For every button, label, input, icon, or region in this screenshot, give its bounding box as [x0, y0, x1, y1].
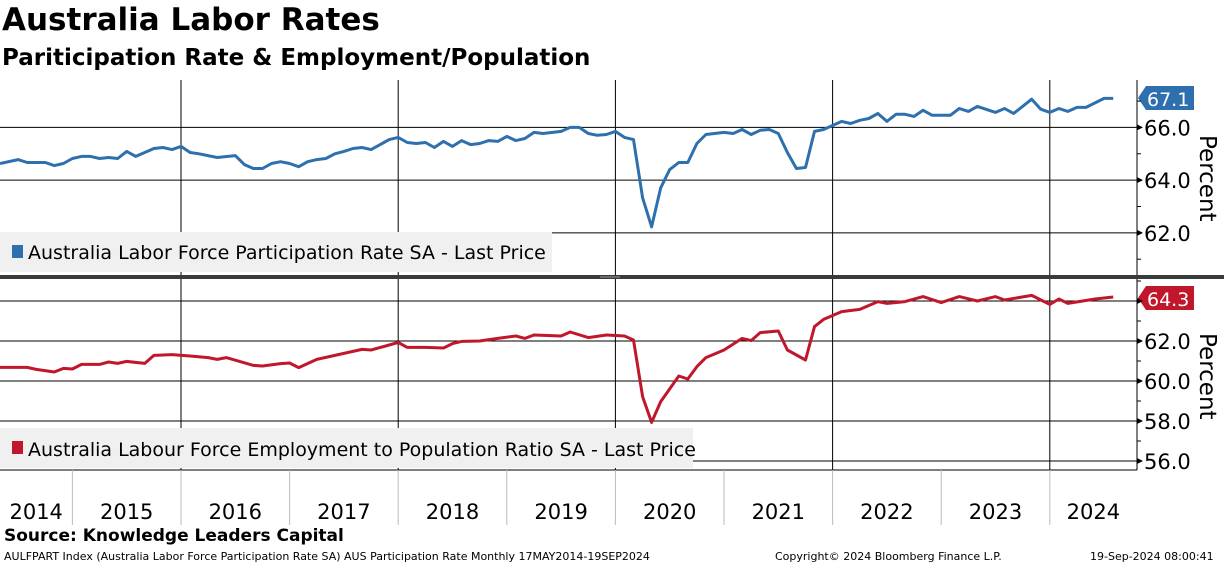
last-value-employment: 64.3: [1147, 289, 1189, 311]
y-tick-label: 58.0: [1144, 410, 1191, 434]
last-value-tag-participation: 67.1: [1138, 86, 1194, 111]
source-note: Source: Knowledge Leaders Capital: [4, 526, 344, 546]
y-axis-label-bottom: Percent: [1194, 333, 1220, 420]
x-tick-label: 2023: [969, 500, 1022, 524]
legend-label-employment: Australia Labour Force Employment to Pop…: [28, 439, 696, 461]
timestamp: 19-Sep-2024 08:00:41: [1090, 550, 1214, 563]
x-tick-label: 2021: [752, 500, 805, 524]
x-tick-label: 2014: [9, 500, 62, 524]
x-tick-label: 2018: [426, 500, 479, 524]
tick-arrow-icon: [1137, 378, 1143, 384]
y-tick-label: 62.0: [1144, 330, 1191, 354]
y-tick-label: 66.0: [1144, 116, 1191, 140]
tick-arrow-icon: [1137, 124, 1143, 131]
chart-title: Australia Labor Rates: [2, 2, 380, 38]
tick-arrow-icon: [1137, 418, 1143, 424]
index-info: AULFPART Index (Australia Labor Force Pa…: [4, 550, 650, 563]
x-tick-label: 2016: [209, 500, 262, 524]
y-tick-label: 64.0: [1144, 169, 1191, 193]
legend-label-participation: Australia Labor Force Participation Rate…: [28, 242, 546, 264]
copyright: Copyright© 2024 Bloomberg Finance L.P.: [775, 550, 1002, 563]
x-tick-label: 2017: [317, 500, 370, 524]
legend-box-bottom: [0, 428, 693, 468]
tick-arrow-icon: [1137, 338, 1143, 344]
tick-arrow-icon: [1137, 458, 1143, 464]
tick-arrow-icon: [1137, 229, 1143, 236]
y-tick-label: 56.0: [1144, 450, 1191, 474]
y-axis-label-top: Percent: [1194, 135, 1220, 222]
participation-rate-line: [0, 96, 1114, 229]
x-tick-label: 2015: [100, 500, 153, 524]
last-value-participation: 67.1: [1147, 89, 1189, 111]
chart-subtitle: Pariticipation Rate & Employment/Populat…: [2, 45, 591, 71]
employment-ratio-line: [0, 293, 1114, 424]
tick-arrow-icon: [1137, 298, 1143, 304]
x-tick-label: 2022: [860, 500, 913, 524]
x-tick-label: 2020: [643, 500, 696, 524]
y-tick-label: 60.0: [1144, 370, 1191, 394]
last-value-tag-employment: 64.3: [1138, 286, 1194, 311]
x-tick-label: 2019: [534, 500, 587, 524]
y-tick-label: 62.0: [1144, 222, 1191, 246]
x-tick-label: 2024: [1067, 500, 1120, 524]
tick-arrow-icon: [1137, 177, 1143, 184]
legend-box-top: [0, 232, 552, 272]
legend-swatch-employment: [12, 441, 23, 454]
legend-swatch-participation: [12, 245, 23, 258]
